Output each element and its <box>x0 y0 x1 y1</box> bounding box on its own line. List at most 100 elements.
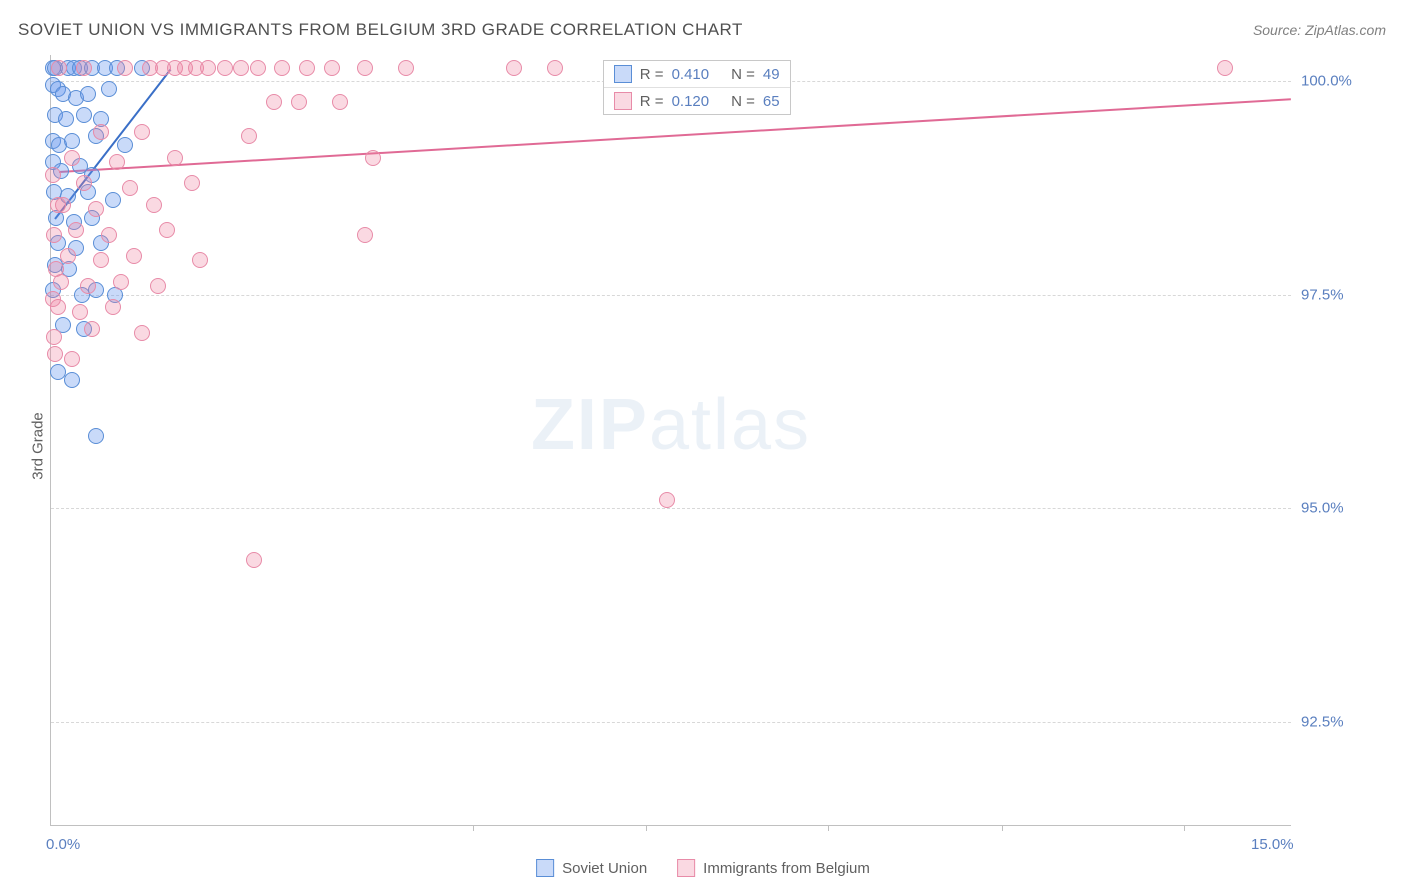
scatter-point <box>659 492 675 508</box>
y-tick-label: 95.0% <box>1301 500 1381 517</box>
scatter-point <box>159 222 175 238</box>
scatter-point <box>266 94 282 110</box>
scatter-point <box>76 60 92 76</box>
scatter-point <box>58 111 74 127</box>
stats-row: R = 0.120 N = 65 <box>604 87 790 114</box>
scatter-point <box>200 60 216 76</box>
scatter-point <box>46 329 62 345</box>
scatter-point <box>45 291 61 307</box>
scatter-point <box>126 248 142 264</box>
scatter-point <box>150 278 166 294</box>
scatter-point <box>80 86 96 102</box>
scatter-point <box>117 137 133 153</box>
legend-item: Soviet Union <box>536 859 647 877</box>
stat-n-value: 49 <box>763 66 780 83</box>
scatter-point <box>357 227 373 243</box>
scatter-point <box>167 150 183 166</box>
scatter-point <box>64 150 80 166</box>
scatter-point <box>64 351 80 367</box>
scatter-point <box>88 201 104 217</box>
stat-r-label: R = <box>640 93 664 110</box>
scatter-point <box>93 252 109 268</box>
scatter-point <box>250 60 266 76</box>
scatter-point <box>233 60 249 76</box>
legend-swatch <box>614 92 632 110</box>
legend-label: Immigrants from Belgium <box>703 860 870 877</box>
scatter-point <box>241 128 257 144</box>
watermark-bold: ZIP <box>531 385 649 465</box>
y-tick-label: 92.5% <box>1301 714 1381 731</box>
scatter-point <box>324 60 340 76</box>
scatter-point <box>332 94 348 110</box>
scatter-point <box>184 175 200 191</box>
scatter-point <box>101 81 117 97</box>
scatter-point <box>80 278 96 294</box>
scatter-point <box>365 150 381 166</box>
x-tick-mark <box>646 825 647 831</box>
scatter-point <box>134 325 150 341</box>
x-tick-label: 0.0% <box>46 836 80 853</box>
chart-title: SOVIET UNION VS IMMIGRANTS FROM BELGIUM … <box>18 20 743 40</box>
y-tick-label: 97.5% <box>1301 286 1381 303</box>
scatter-point <box>109 154 125 170</box>
scatter-point <box>246 552 262 568</box>
scatter-point <box>291 94 307 110</box>
correlation-stats-box: R = 0.410 N = 49 R = 0.120 N = 65 <box>603 60 791 115</box>
scatter-point <box>72 304 88 320</box>
scatter-point <box>76 107 92 123</box>
scatter-point <box>68 222 84 238</box>
x-tick-mark <box>828 825 829 831</box>
scatter-point <box>76 175 92 191</box>
scatter-point <box>192 252 208 268</box>
scatter-point <box>101 227 117 243</box>
gridline <box>51 295 1291 296</box>
legend-swatch <box>677 859 695 877</box>
scatter-point <box>105 192 121 208</box>
stat-r-label: R = <box>640 66 664 83</box>
stat-r-value: 0.120 <box>672 93 710 110</box>
scatter-point <box>357 60 373 76</box>
scatter-point <box>274 60 290 76</box>
y-axis-label: 3rd Grade <box>29 412 46 480</box>
scatter-point <box>88 428 104 444</box>
scatter-point <box>547 60 563 76</box>
watermark-rest: atlas <box>649 385 811 465</box>
scatter-point <box>51 60 67 76</box>
stat-n-label: N = <box>731 66 755 83</box>
scatter-point <box>134 124 150 140</box>
stat-n-label: N = <box>731 93 755 110</box>
legend-swatch <box>536 859 554 877</box>
scatter-point <box>60 248 76 264</box>
scatter-point <box>217 60 233 76</box>
scatter-point <box>146 197 162 213</box>
legend-label: Soviet Union <box>562 860 647 877</box>
scatter-point <box>1217 60 1233 76</box>
scatter-point <box>398 60 414 76</box>
stat-n-value: 65 <box>763 93 780 110</box>
y-tick-label: 100.0% <box>1301 72 1381 89</box>
scatter-point <box>84 321 100 337</box>
gridline <box>51 722 1291 723</box>
source-attribution: Source: ZipAtlas.com <box>1253 22 1386 38</box>
x-tick-label: 15.0% <box>1251 836 1294 853</box>
scatter-point <box>117 60 133 76</box>
legend-item: Immigrants from Belgium <box>677 859 870 877</box>
scatter-point <box>113 274 129 290</box>
gridline <box>51 508 1291 509</box>
scatter-point <box>299 60 315 76</box>
legend-swatch <box>614 65 632 83</box>
scatter-point <box>122 180 138 196</box>
scatter-point <box>48 261 64 277</box>
watermark-text: ZIPatlas <box>531 384 811 466</box>
scatter-point <box>93 124 109 140</box>
stat-r-value: 0.410 <box>672 66 710 83</box>
series-legend: Soviet Union Immigrants from Belgium <box>536 859 870 877</box>
scatter-point <box>47 346 63 362</box>
stats-row: R = 0.410 N = 49 <box>604 61 790 87</box>
scatter-point <box>46 227 62 243</box>
x-tick-mark <box>1002 825 1003 831</box>
x-tick-mark <box>1184 825 1185 831</box>
scatter-point <box>105 299 121 315</box>
scatter-point <box>64 133 80 149</box>
scatter-plot-area: ZIPatlas 92.5%95.0%97.5%100.0%0.0%15.0%R… <box>50 55 1291 826</box>
